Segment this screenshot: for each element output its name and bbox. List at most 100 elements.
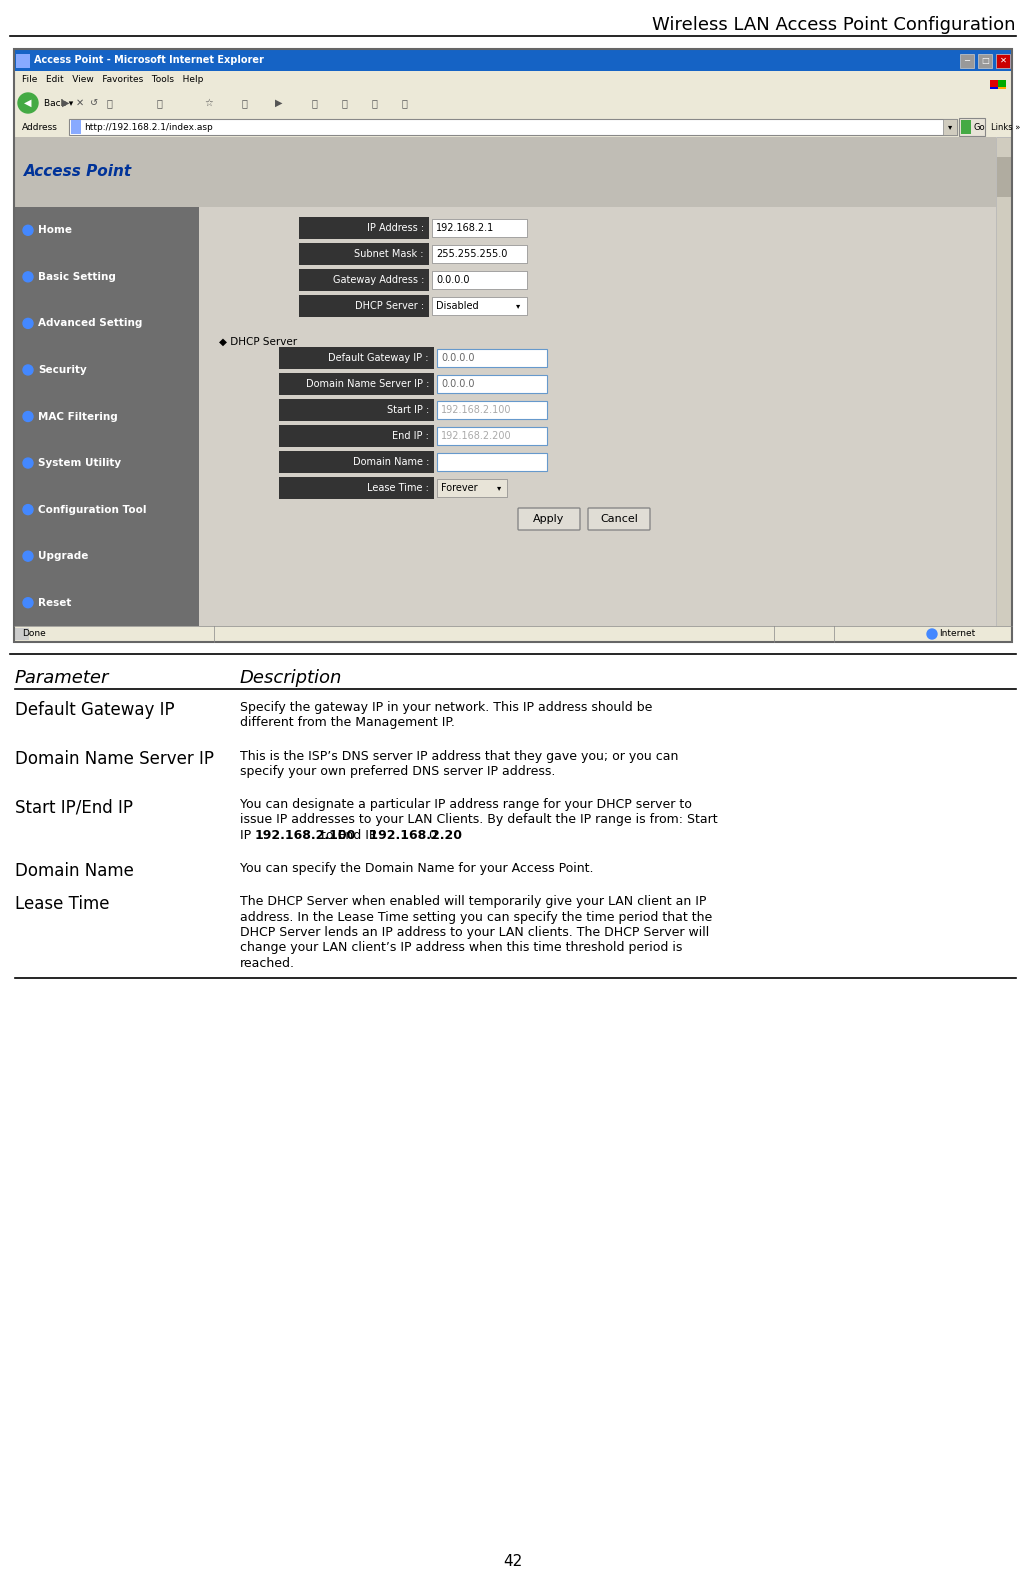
Text: reached.: reached. (240, 957, 295, 969)
Text: 🖨: 🖨 (341, 98, 347, 108)
Text: Description: Description (240, 668, 343, 687)
Bar (199, 208, 996, 626)
Bar (998, 81, 1007, 87)
Text: Internet: Internet (939, 629, 976, 638)
Bar (432, 246, 527, 263)
Text: Forever: Forever (441, 483, 478, 493)
Bar (437, 348, 547, 367)
Text: ▾: ▾ (948, 122, 952, 131)
Text: ✕: ✕ (999, 55, 1007, 65)
Text: Domain Name Server IP :: Domain Name Server IP : (306, 379, 429, 390)
Text: Domain Name :: Domain Name : (353, 458, 429, 467)
Text: Links »: Links » (991, 122, 1021, 131)
Bar (959, 117, 985, 136)
Text: This is the ISP’s DNS server IP address that they gave you; or you can: This is the ISP’s DNS server IP address … (240, 749, 678, 762)
Bar (437, 478, 507, 497)
Text: Specify the gateway IP in your network. This IP address should be: Specify the gateway IP in your network. … (240, 702, 653, 714)
Circle shape (23, 458, 33, 467)
Text: System Utility: System Utility (38, 458, 121, 467)
Text: Wireless LAN Access Point Configuration: Wireless LAN Access Point Configuration (653, 16, 1016, 33)
Bar (299, 295, 429, 317)
Text: □: □ (981, 55, 989, 65)
Bar (996, 54, 1010, 68)
Bar (14, 89, 1012, 117)
Bar (997, 157, 1011, 196)
Bar (299, 269, 429, 291)
Bar (437, 428, 547, 445)
Text: ▾: ▾ (516, 301, 520, 310)
Text: Go: Go (973, 122, 985, 131)
Circle shape (23, 505, 33, 515)
Text: Parameter: Parameter (15, 668, 110, 687)
Bar (279, 477, 434, 499)
Bar (961, 120, 971, 135)
Text: File   Edit   View   Favorites   Tools   Help: File Edit View Favorites Tools Help (22, 76, 203, 84)
Bar (14, 117, 1012, 136)
Bar (279, 425, 434, 447)
Text: Address: Address (22, 122, 57, 131)
Bar (14, 136, 996, 208)
Text: Lease Time: Lease Time (15, 895, 110, 914)
Text: Start IP :: Start IP : (387, 406, 429, 415)
Circle shape (23, 225, 33, 236)
Bar (14, 49, 1012, 642)
Circle shape (23, 364, 33, 375)
Circle shape (23, 412, 33, 421)
Bar (279, 451, 434, 474)
Circle shape (23, 551, 33, 561)
Text: Gateway Address :: Gateway Address : (332, 276, 424, 285)
Circle shape (18, 93, 38, 112)
Text: Security: Security (38, 364, 87, 375)
Circle shape (23, 597, 33, 608)
Text: IP: IP (240, 828, 255, 841)
Text: Subnet Mask :: Subnet Mask : (355, 249, 424, 260)
Bar (14, 208, 199, 626)
Text: Configuration Tool: Configuration Tool (38, 505, 147, 515)
Text: Default Gateway IP: Default Gateway IP (15, 702, 174, 719)
Bar (990, 81, 998, 87)
Bar (279, 347, 434, 369)
Text: Upgrade: Upgrade (38, 551, 88, 561)
Text: IP Address :: IP Address : (367, 223, 424, 233)
Text: Home: Home (38, 225, 72, 236)
Bar (71, 120, 81, 135)
Bar (978, 54, 992, 68)
Text: ▶: ▶ (275, 98, 283, 108)
Text: You can specify the Domain Name for your Access Point.: You can specify the Domain Name for your… (240, 862, 593, 874)
Bar (432, 296, 527, 315)
Text: specify your own preferred DNS server IP address.: specify your own preferred DNS server IP… (240, 765, 555, 778)
Text: Disabled: Disabled (436, 301, 478, 310)
Text: You can designate a particular IP address range for your DHCP server to: You can designate a particular IP addres… (240, 798, 692, 811)
Bar (279, 399, 434, 421)
Circle shape (928, 629, 937, 638)
Text: ▶: ▶ (63, 98, 70, 108)
Text: 📷: 📷 (311, 98, 317, 108)
Bar (996, 136, 1012, 626)
Bar (437, 401, 547, 420)
Text: DHCP Server :: DHCP Server : (355, 301, 424, 310)
Text: address. In the Lease Time setting you can specify the time period that the: address. In the Lease Time setting you c… (240, 911, 712, 923)
Text: change your LAN client’s IP address when this time threshold period is: change your LAN client’s IP address when… (240, 941, 682, 954)
Text: issue IP addresses to your LAN Clients. By default the IP range is from: Start: issue IP addresses to your LAN Clients. … (240, 814, 717, 827)
Bar (550, 477, 710, 499)
Bar (15, 627, 29, 640)
Bar (14, 626, 1012, 642)
Text: to End IP: to End IP (317, 828, 377, 841)
Text: http://192.168.2.1/index.asp: http://192.168.2.1/index.asp (84, 122, 212, 131)
Text: Start IP/End IP: Start IP/End IP (15, 798, 133, 816)
Bar (960, 54, 974, 68)
Bar (550, 451, 710, 474)
Bar (998, 87, 1007, 93)
Text: ✕: ✕ (76, 98, 84, 108)
Bar (432, 219, 527, 238)
Text: 0.0.0.0: 0.0.0.0 (441, 353, 474, 363)
Bar (550, 347, 710, 369)
Text: 🌐: 🌐 (241, 98, 247, 108)
Bar (16, 54, 30, 68)
Text: 📋: 📋 (401, 98, 407, 108)
Circle shape (23, 318, 33, 328)
Text: ─: ─ (964, 55, 970, 65)
Bar (530, 217, 690, 239)
Text: Done: Done (22, 629, 46, 638)
Text: Cancel: Cancel (600, 513, 638, 524)
